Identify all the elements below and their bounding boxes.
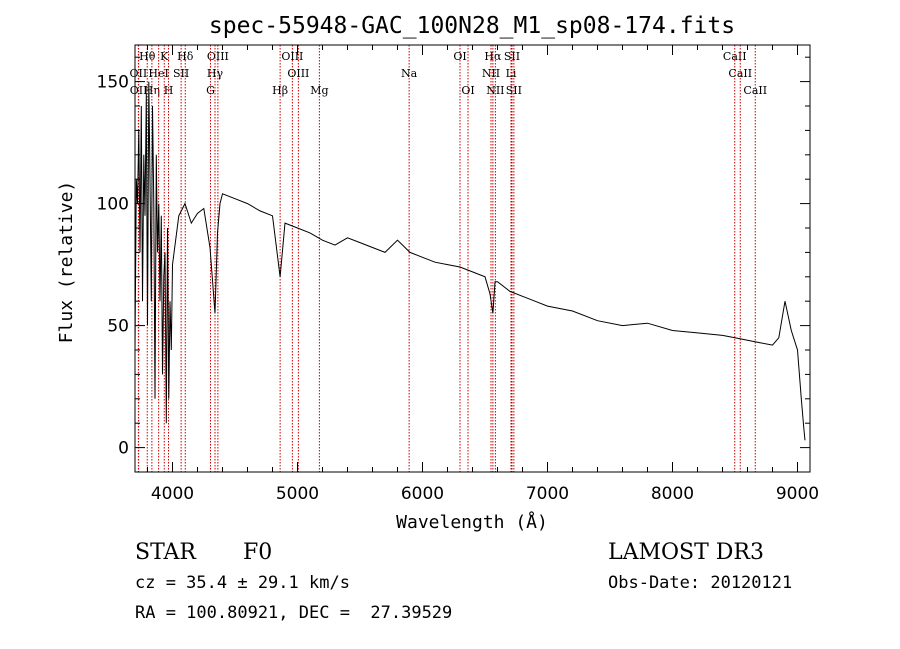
spectral-line-label: HeI [148, 67, 168, 80]
spectral-line-label: H [164, 84, 174, 97]
spectral-line-label: OIII [287, 67, 309, 80]
spectral-line-label: Hγ [207, 67, 224, 80]
x-tick-label: 5000 [276, 484, 319, 504]
x-axis-label: Wavelength (Å) [396, 511, 548, 533]
spectral-line-label: Na [401, 67, 418, 80]
spectral-line-label: Hα [484, 50, 502, 63]
y-tick-label: 150 [97, 73, 129, 93]
spectral-line-label: SII [173, 67, 189, 80]
spectral-line-label: G [206, 84, 215, 97]
spectral-line-label: Hδ [177, 50, 194, 63]
y-axis-label: Flux (relative) [56, 181, 77, 344]
spectral-line-label: NII [482, 67, 500, 80]
x-tick-label: 8000 [651, 484, 694, 504]
axis-tick-layer: 4000 5000 6000 7000 8000 9000 0 50 100 150 [97, 45, 819, 504]
chart-title: spec-55948-GAC_100N28_M1_sp08-174.fits [209, 13, 735, 39]
spectral-line-label: Hη [144, 84, 160, 97]
observation-date: Obs-Date: 20120121 [608, 573, 793, 593]
spectral-line-label: OI [453, 50, 466, 63]
spectral-line-label: NII [486, 84, 504, 97]
x-tick-label: 7000 [526, 484, 569, 504]
spectral-line-label: CaII [723, 50, 747, 63]
plot-frame [134, 44, 811, 473]
object-subclass: F0 [243, 540, 273, 565]
spectral-line-label: Hβ [272, 84, 288, 97]
spectral-line-label: OII [130, 84, 148, 97]
spectral-line-label: CaII [743, 84, 767, 97]
spectral-line-label: OIII [281, 50, 303, 63]
y-tick-label: 100 [97, 195, 129, 215]
redshift-velocity: cz = 35.4 ± 29.1 km/s [135, 573, 350, 593]
spectrum-line [134, 81, 806, 441]
survey-name: LAMOST DR3 [608, 540, 764, 565]
sky-coordinates: RA = 100.80921, DEC = 27.39529 [135, 603, 453, 623]
x-tick-label: 4000 [151, 484, 194, 504]
object-class: STAR [135, 540, 196, 565]
spectral-line-label: OIII [207, 50, 229, 63]
x-tick-label: 6000 [401, 484, 444, 504]
spectral-line-label: Mg [310, 84, 328, 97]
spectral-line-label: SII [504, 50, 520, 63]
y-tick-label: 50 [107, 317, 129, 337]
spectral-line-label: Li [506, 67, 517, 80]
y-tick-label: 0 [118, 439, 129, 459]
spectral-line-label: K [160, 50, 169, 63]
spectral-line-label: CaII [728, 67, 752, 80]
spectral-line-label: Hθ [139, 50, 156, 63]
spectral-line-label: SII [506, 84, 522, 97]
spectral-line-label: OI [461, 84, 474, 97]
x-tick-label: 9000 [776, 484, 819, 504]
